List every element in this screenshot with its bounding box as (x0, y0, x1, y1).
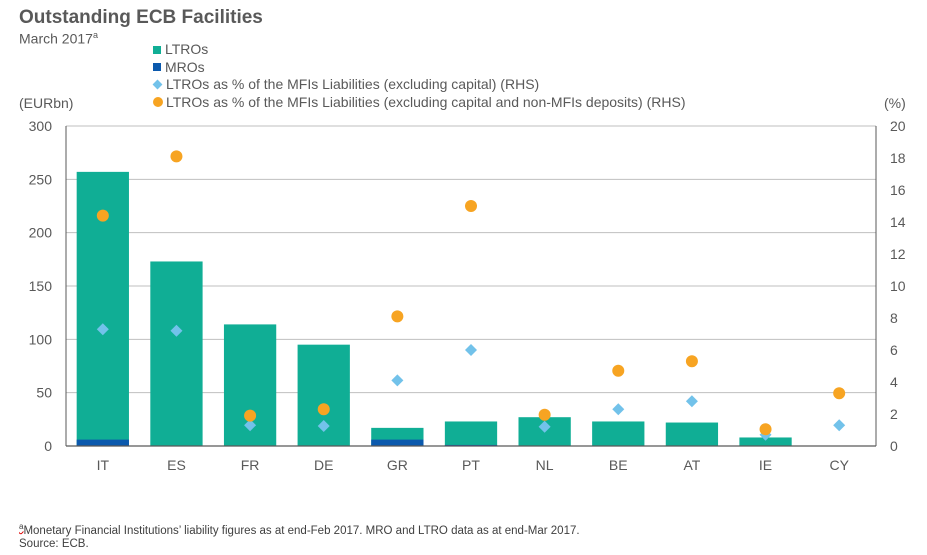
bar-ltro (739, 437, 792, 446)
marker-diamond (538, 420, 551, 433)
y2-tick-label: 0 (890, 438, 898, 454)
legend-item-pct-liabilities-nondeposits: LTROs as % of the MFIs Liabilities (excl… (153, 94, 686, 112)
bar-mro (76, 439, 129, 446)
legend-label: LTROs (165, 41, 209, 57)
y-tick-label: 100 (29, 331, 53, 347)
x-tick-label: IE (759, 457, 772, 473)
marker-circle (685, 355, 698, 368)
legend-square-icon (153, 63, 161, 72)
legend-label: LTROs as % of the MFIs Liabilities (excl… (166, 76, 540, 92)
marker-circle (833, 387, 846, 400)
marker-circle (612, 364, 625, 377)
marker-circle (170, 150, 183, 163)
x-tick-label: IT (97, 457, 110, 473)
axes (65, 126, 877, 447)
marker-circle (538, 408, 551, 421)
y-tick-label: 0 (44, 438, 52, 454)
legend-circle-icon (153, 97, 163, 108)
y2-tick-label: 20 (890, 118, 906, 134)
marker-circle (391, 310, 404, 323)
chart-subtitle: March 2017a (19, 30, 98, 47)
marker-diamond (833, 419, 846, 432)
subtitle-text: March 2017 (19, 30, 93, 47)
legend-item-ltros: LTROs (153, 41, 686, 59)
y2-tick-label: 18 (890, 150, 906, 166)
x-tick-label: DE (314, 457, 333, 473)
y2-tick-label: 2 (890, 406, 898, 422)
legend-label: LTROs as % of the MFIs Liabilities (excl… (166, 93, 686, 110)
marker-diamond (612, 403, 625, 416)
y2-tick-label: 10 (890, 278, 906, 294)
y-tick-label: 300 (29, 118, 53, 134)
x-tick-label: BE (609, 457, 628, 473)
bar-ltro (665, 422, 719, 446)
marker-diamond (685, 395, 698, 408)
y-tick-label: 250 (29, 171, 53, 187)
marker-diamond (391, 374, 404, 387)
footnote-text-line: aMonetary Financial Institutions’ liabil… (19, 520, 580, 538)
y2-tick-label: 16 (890, 182, 906, 198)
marker-circle (244, 409, 257, 422)
bars (76, 171, 792, 446)
tick-labels: 0 50 100 150 200 250 300 0 2 4 6 8 10 12 14 16 18 20 IT ES F… (29, 118, 906, 473)
marker-circle (465, 200, 477, 212)
x-tick-label: GR (387, 457, 408, 473)
bar-mro (371, 439, 424, 446)
legend-label: MROs (165, 58, 205, 75)
x-tick-label: FR (241, 457, 260, 473)
left-axis-unit: (EURbn) (19, 95, 74, 111)
marker-diamond (244, 419, 257, 432)
marker-diamond (465, 344, 477, 356)
right-axis-unit: (%) (884, 95, 906, 111)
y2-tick-label: 8 (890, 310, 898, 326)
chart-title: Outstanding ECB Facilities (19, 7, 263, 28)
y-tick-label: 50 (36, 385, 52, 401)
footnote-marker: a (19, 522, 24, 531)
y-tick-label: 150 (29, 278, 53, 294)
marker-circle (759, 423, 772, 436)
marker-diamond (317, 420, 330, 432)
marker-diamond (96, 323, 109, 336)
markers (96, 150, 846, 441)
footnote-text: Monetary Financial Institutions’ liabili… (23, 524, 580, 537)
y2-tick-label: 12 (890, 246, 906, 262)
marker-diamond (170, 324, 183, 337)
legend-square-icon (153, 45, 161, 54)
legend: LTROs MROs LTROs as % of the MFIs Liabil… (152, 41, 686, 112)
y2-tick-label: 6 (890, 342, 898, 358)
x-tick-label: ES (167, 457, 186, 473)
bar-ltro (444, 421, 498, 446)
x-tick-label: PT (462, 457, 480, 473)
bar-ltro (150, 261, 203, 446)
marker-circle (96, 209, 109, 222)
subtitle-footnote-marker: a (92, 30, 98, 40)
y2-tick-label: 14 (890, 214, 906, 230)
bar-ltro (592, 421, 645, 446)
source-text: Source: ECB. (19, 537, 89, 550)
x-tick-label: NL (536, 457, 554, 473)
y-tick-label: 200 (29, 225, 53, 241)
marker-circle (317, 403, 330, 416)
footnote: aMonetary Financial Institutions’ liabil… (19, 520, 580, 551)
legend-item-mros: MROs (153, 59, 686, 77)
x-tick-label: CY (829, 457, 849, 473)
y2-tick-label: 4 (890, 374, 898, 390)
x-tick-label: AT (683, 457, 700, 473)
legend-item-pct-liabilities: LTROs as % of the MFIs Liabilities (excl… (152, 76, 686, 94)
